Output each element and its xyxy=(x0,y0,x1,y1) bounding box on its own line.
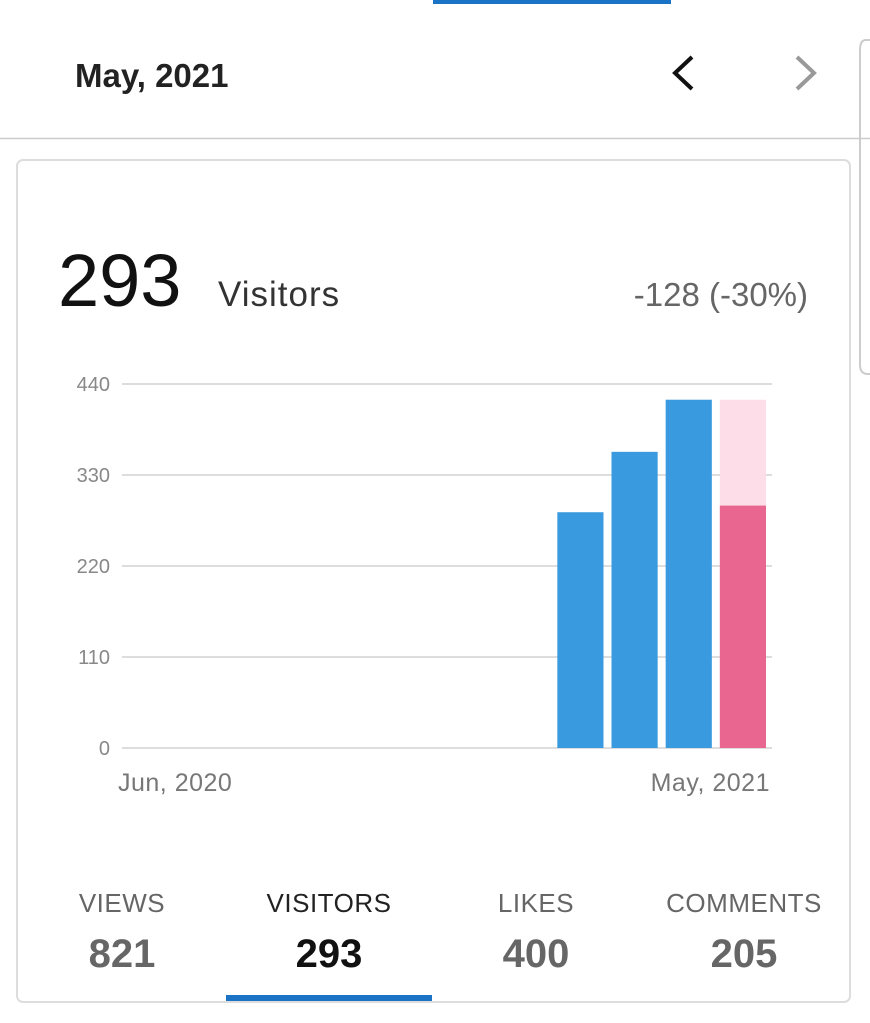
stats-card xyxy=(16,159,851,1003)
y-tick-label: 440 xyxy=(77,374,110,396)
y-tick-label: 220 xyxy=(77,556,110,578)
side-card xyxy=(859,39,870,375)
stat-value[interactable]: 205 xyxy=(711,932,778,976)
stat-value[interactable]: 293 xyxy=(296,932,363,976)
bar[interactable] xyxy=(665,399,712,748)
x-tick-label: Jun, 2020 xyxy=(118,769,232,797)
stat-value[interactable]: 400 xyxy=(503,932,570,976)
stat-label[interactable]: COMMENTS xyxy=(666,888,822,918)
month-title: May, 2021 xyxy=(75,57,229,94)
summary-label: Visitors xyxy=(218,275,340,314)
summary-value: 293 xyxy=(58,239,181,322)
active-tab-indicator xyxy=(226,995,432,1001)
bar[interactable] xyxy=(557,512,604,748)
y-tick-label: 330 xyxy=(77,465,110,487)
prev-button[interactable] xyxy=(672,55,694,91)
chart: 0 110 220 330 440 Jun, 2020 May, 2021 xyxy=(77,374,772,797)
stat-value[interactable]: 821 xyxy=(89,932,156,976)
stat-label[interactable]: VISITORS xyxy=(267,888,392,918)
y-tick-label: 0 xyxy=(99,738,110,760)
next-button[interactable] xyxy=(795,55,817,91)
tab-indicator xyxy=(433,0,671,4)
bar[interactable] xyxy=(611,451,658,748)
stat-label[interactable]: LIKES xyxy=(498,888,574,918)
stat-label[interactable]: VIEWS xyxy=(79,888,165,918)
summary-change: -128 (-30%) xyxy=(634,276,808,313)
stats-tabs: VIEWS 821 VISITORS 293 LIKES 400 COMMENTS 205 xyxy=(79,888,822,1001)
x-tick-label: May, 2021 xyxy=(651,769,770,797)
bar[interactable] xyxy=(719,505,766,748)
y-tick-label: 110 xyxy=(78,647,110,669)
